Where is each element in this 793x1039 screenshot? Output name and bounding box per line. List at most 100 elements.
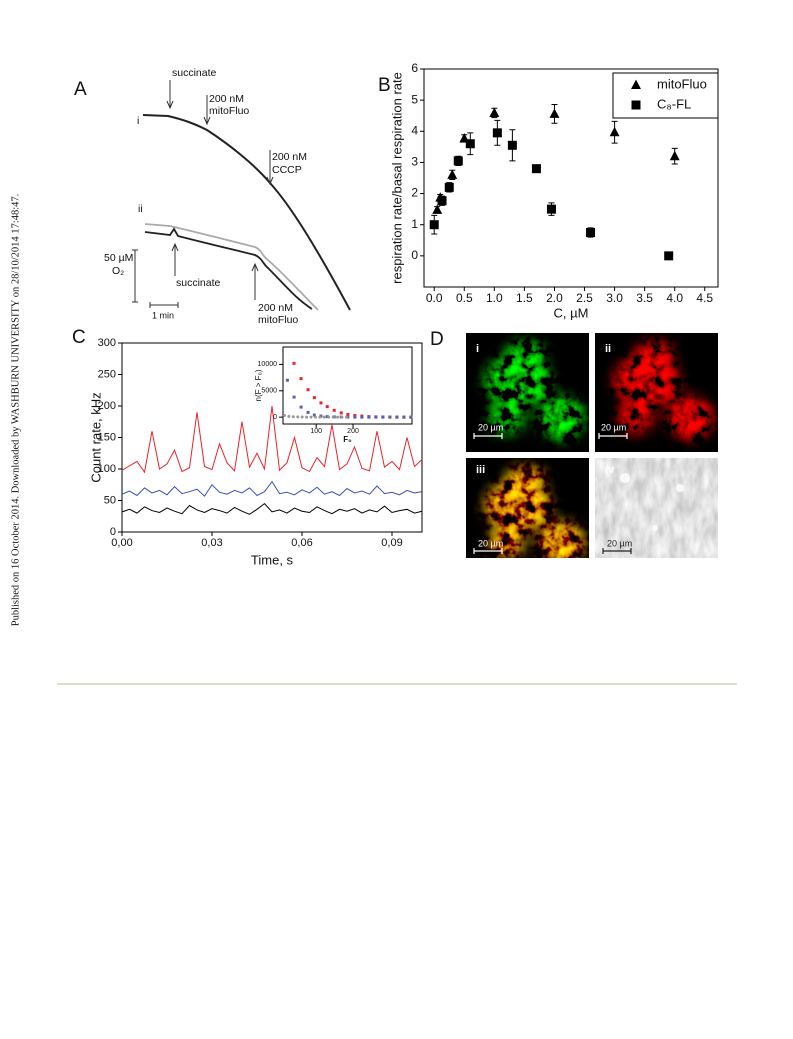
marker — [465, 139, 475, 149]
image-label: ii — [605, 343, 611, 355]
trace — [144, 223, 319, 311]
panel-label: D — [430, 329, 444, 350]
y-axis-label: n(F > F₀) — [254, 369, 263, 401]
marker — [312, 396, 316, 400]
series-line — [121, 480, 423, 497]
x-tick-label: 200 — [347, 428, 359, 435]
micrograph: iii 20 µm — [466, 458, 589, 558]
marker — [339, 411, 343, 415]
marker — [374, 415, 378, 419]
trace-label: ii — [138, 203, 143, 215]
marker — [344, 415, 348, 419]
annotation: mitoFluo — [258, 314, 298, 326]
panel-a: A i ii succinate 200 nM mitoFluo 200 nM … — [74, 67, 351, 326]
marker — [367, 415, 371, 419]
plot-frame — [423, 68, 719, 288]
marker — [322, 415, 326, 419]
marker — [300, 415, 304, 419]
micrograph: i 20 µm — [466, 333, 589, 452]
legend-label: mitoFluo — [657, 76, 707, 91]
x-tick-label: 4.5 — [696, 291, 713, 305]
marker — [312, 413, 316, 417]
marker — [292, 395, 296, 399]
annotation: 200 nM — [209, 93, 244, 105]
marker — [340, 415, 344, 419]
marker — [489, 107, 500, 117]
x-tick-label: 3.0 — [606, 291, 623, 305]
scale-label: 20 µm — [607, 538, 632, 548]
panel-label: B — [378, 75, 391, 96]
x-tick-label: 2.5 — [576, 291, 593, 305]
side-note: Published on 16 October 2014. Downloaded… — [10, 194, 21, 627]
marker — [319, 401, 323, 405]
marker — [381, 415, 385, 419]
y-axis-label: respiration rate/basal respiration rate — [389, 72, 404, 284]
scale-label: O₂ — [112, 265, 124, 277]
marker — [296, 415, 300, 419]
marker — [437, 196, 447, 206]
y-tick-label: 50 — [104, 494, 116, 506]
y-tick-label: 10000 — [258, 361, 278, 368]
marker — [292, 361, 296, 365]
x-tick-label: 0,03 — [201, 537, 222, 549]
chart: 100 200 0 5000 10000 F₀ n(F > F₀) — [254, 346, 413, 444]
marker — [299, 377, 303, 381]
arrows — [132, 80, 274, 308]
annotation: succinate — [172, 67, 217, 79]
y-tick-label: 0 — [411, 248, 418, 262]
marker — [586, 228, 596, 237]
x-tick-label: 2.0 — [546, 291, 563, 305]
plot-frame — [282, 346, 413, 425]
marker — [631, 79, 641, 90]
marker — [332, 408, 336, 412]
annotation: CCCP — [272, 164, 302, 176]
marker — [360, 415, 364, 419]
marker — [507, 140, 517, 150]
y-tick-label: 1 — [411, 217, 418, 231]
x-tick-label: 1.5 — [516, 291, 533, 305]
scale-label: 20 µm — [601, 422, 626, 432]
micrograph: iv 20 µm — [595, 458, 718, 558]
marker — [669, 150, 680, 161]
chart: 0.0 0.5 1.0 1.5 2.0 2.5 3.0 3.5 4.0 4.5 0 1 2 3 4 5 6 C, … — [389, 61, 719, 320]
panel-label: A — [74, 79, 87, 100]
x-tick-label: 0,06 — [291, 537, 312, 549]
marker — [388, 415, 392, 419]
micrograph: ii 20 µm — [595, 333, 718, 452]
marker — [432, 204, 443, 214]
y-tick-label: 5000 — [261, 388, 277, 395]
marker — [291, 415, 295, 419]
marker — [309, 415, 313, 419]
marker — [531, 164, 541, 174]
x-axis-label: C, µM — [554, 305, 589, 320]
series-line — [121, 405, 423, 474]
panel-d: i 20 µm ii 20 µm iii 20 µm iv 20 µm — [466, 333, 718, 558]
y-tick-label: 5 — [411, 92, 418, 106]
panel-label: C — [72, 327, 86, 348]
annotation: 200 nM — [272, 151, 307, 163]
x-tick-label: 100 — [310, 428, 322, 435]
x-tick-label: 3.5 — [636, 291, 653, 305]
x-tick-label: 1.0 — [486, 291, 503, 305]
y-tick-label: 250 — [98, 368, 116, 380]
image-label: iii — [476, 464, 485, 476]
y-tick-label: 300 — [98, 337, 116, 349]
y-tick-label: 4 — [411, 123, 418, 137]
marker — [631, 100, 641, 110]
marker — [353, 415, 357, 419]
marker — [409, 415, 413, 419]
y-tick-label: 0 — [273, 414, 277, 421]
y-tick-label: 100 — [98, 463, 116, 475]
marker — [306, 388, 310, 392]
x-axis-label: Time, s — [251, 552, 294, 567]
marker — [336, 415, 340, 419]
marker — [549, 108, 560, 118]
scale-label: 20 µm — [478, 422, 503, 432]
marker — [444, 182, 454, 192]
marker — [402, 415, 406, 419]
marker — [305, 415, 309, 419]
scale-label: 20 µm — [478, 538, 503, 548]
x-tick-label: 0.5 — [456, 291, 473, 305]
y-tick-label: 200 — [98, 400, 116, 412]
